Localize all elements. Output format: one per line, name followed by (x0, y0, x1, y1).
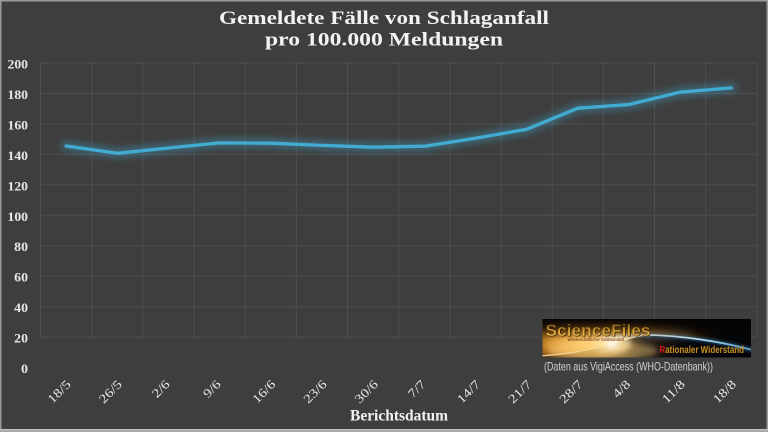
svg-text:80: 80 (14, 240, 28, 254)
svg-text:40: 40 (14, 301, 28, 315)
svg-text:140: 140 (8, 149, 29, 163)
svg-text:wissenschaftlicher Goldstandar: wissenschaftlicher Goldstandard (567, 337, 624, 342)
svg-text:160: 160 (8, 118, 29, 132)
svg-text:200: 200 (8, 58, 29, 72)
svg-text:180: 180 (8, 88, 29, 102)
svg-text:60: 60 (14, 271, 28, 285)
svg-text:Rationaler Widerstand: Rationaler Widerstand (660, 345, 745, 356)
svg-text:120: 120 (8, 179, 29, 193)
svg-text:ScienceFiles: ScienceFiles (546, 322, 651, 340)
svg-text:ScienceFiles: ScienceFiles (546, 323, 651, 341)
svg-text:(Daten aus VigiAccess (WHO-Dat: (Daten aus VigiAccess (WHO-Datenbank)) (544, 360, 713, 373)
svg-text:Gemeldete Fälle von Schlaganfa: Gemeldete Fälle von Schlaganfall (219, 8, 549, 29)
svg-text:0: 0 (21, 362, 28, 376)
svg-text:100: 100 (8, 210, 29, 224)
svg-text:pro 100.000 Meldungen: pro 100.000 Meldungen (265, 29, 504, 50)
svg-text:Berichtsdatum: Berichtsdatum (350, 406, 448, 425)
svg-text:20: 20 (14, 332, 28, 346)
